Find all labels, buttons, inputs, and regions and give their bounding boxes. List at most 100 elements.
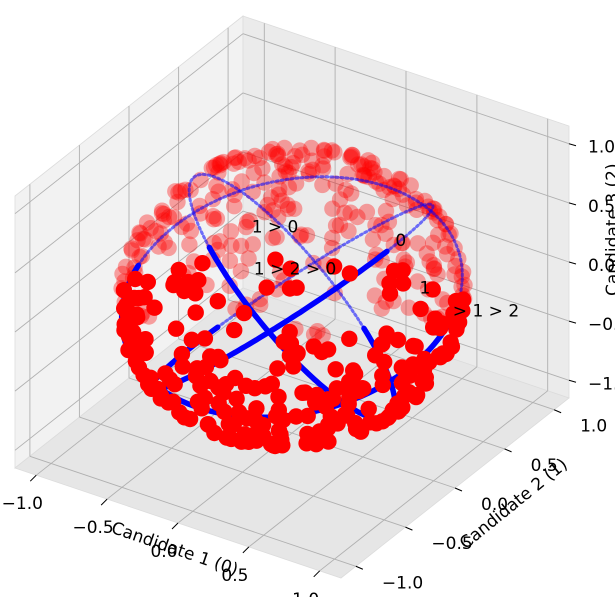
- scatter-point: [341, 330, 358, 347]
- scatter-point: [325, 258, 343, 275]
- scatter-point: [323, 239, 341, 257]
- y-tick-label: −0.5: [431, 534, 472, 554]
- scatter-point: [267, 251, 284, 268]
- grid-line-z-back-3: [242, 92, 570, 204]
- ring-3-segment: [136, 175, 464, 302]
- x-tick: [100, 498, 108, 506]
- scatter-point: [205, 208, 222, 225]
- scatter-point: [135, 230, 152, 248]
- scatter-point: [381, 285, 399, 302]
- scatter-point: [402, 177, 419, 194]
- scatter-point: [294, 146, 311, 163]
- scatter-point: [424, 234, 442, 251]
- scatter-point: [336, 204, 353, 221]
- scatter-point: [269, 145, 286, 162]
- scatter-point: [174, 358, 191, 375]
- scatter-point: [286, 200, 303, 217]
- scatter-point: [131, 248, 148, 266]
- scatter-point: [337, 181, 354, 199]
- scatter-point: [303, 152, 321, 169]
- scatter-point: [314, 160, 332, 177]
- scatter-point: [324, 229, 341, 247]
- scatter-point: [137, 231, 154, 248]
- scatter-point: [314, 176, 331, 194]
- scatter-point: [230, 153, 247, 170]
- scatter-point: [241, 212, 258, 229]
- scatter-point: [404, 356, 422, 373]
- scatter-point: [183, 331, 200, 348]
- scatter-point: [170, 261, 187, 279]
- scatter-point: [417, 375, 435, 392]
- x-tick: [171, 522, 179, 530]
- scatter-point: [343, 148, 360, 165]
- scatter-point: [200, 416, 217, 433]
- scatter-point: [129, 232, 146, 249]
- scatter-point: [232, 237, 250, 255]
- scatter-point: [182, 222, 200, 240]
- x-tick-label: 0.5: [221, 566, 248, 586]
- scatter-point: [193, 400, 210, 417]
- scatter-point: [393, 234, 410, 252]
- ring-1-segment: [187, 172, 366, 330]
- scatter-point: [202, 348, 219, 365]
- z-axis-label: Candidate 3 (2): [603, 163, 615, 296]
- scatter-point: [226, 198, 243, 215]
- scatter-point: [232, 263, 250, 280]
- x-tick-label: −1.0: [2, 494, 43, 514]
- scatter-point: [155, 205, 173, 223]
- scatter-point: [223, 237, 240, 254]
- scatter-point: [167, 183, 184, 200]
- scatter-point: [281, 347, 299, 364]
- z-tick: [568, 320, 577, 324]
- scatter-point: [268, 146, 285, 163]
- scatter-point: [373, 300, 390, 317]
- scatter-point: [117, 258, 135, 275]
- y-tick-label: 0.5: [531, 456, 558, 476]
- scatter-point: [384, 190, 401, 208]
- scatter-point: [409, 235, 426, 252]
- ring-annotation: 1 > 2 > 0: [254, 259, 337, 279]
- grid-line-z-left-4: [14, 33, 244, 215]
- scatter-point: [153, 205, 171, 222]
- scatter-point: [425, 319, 442, 336]
- scatter-point: [314, 157, 331, 174]
- grid-line-z-left-3: [14, 92, 244, 274]
- scatter-point: [269, 360, 286, 377]
- scatter-point: [299, 425, 316, 443]
- z-tick: [568, 143, 577, 147]
- scatter-point: [212, 155, 229, 172]
- scatter-point: [211, 233, 228, 250]
- scatter-point: [258, 279, 275, 296]
- scatter-point: [211, 155, 228, 173]
- scatter-point: [226, 149, 243, 167]
- scatter-point: [286, 148, 304, 165]
- scatter-point: [176, 409, 193, 426]
- scatter-point: [227, 149, 244, 166]
- scatter-point: [208, 210, 226, 227]
- ring-annotation: 0: [395, 231, 406, 251]
- scatter-point: [166, 376, 183, 393]
- chart-annotations: 1 > 0 1 > 2 > 0 0 1 > 1 > 2: [252, 218, 519, 322]
- scatter-point: [347, 420, 365, 438]
- scatter-point: [326, 144, 343, 161]
- scatter-point: [358, 203, 376, 221]
- scatter-point: [405, 337, 422, 355]
- scatter-point: [142, 220, 159, 237]
- scatter-point: [240, 152, 257, 169]
- y-tick: [553, 409, 562, 414]
- scatter-point: [251, 149, 268, 167]
- scatter-point: [424, 281, 441, 298]
- y-tick: [504, 448, 512, 453]
- grid-line-z-back-4: [242, 33, 570, 145]
- scatter-point: [196, 330, 214, 347]
- z-tick-label: −0.5: [588, 315, 615, 335]
- scatter-point: [366, 287, 384, 304]
- scatter-point: [123, 240, 140, 257]
- scatter-point: [320, 433, 337, 450]
- scatter-point: [222, 223, 240, 240]
- scatter-point: [123, 242, 141, 259]
- scatter-point: [356, 158, 373, 175]
- scatter-point: [114, 265, 131, 283]
- scatter-point: [394, 275, 412, 292]
- scatter-point: [309, 323, 326, 340]
